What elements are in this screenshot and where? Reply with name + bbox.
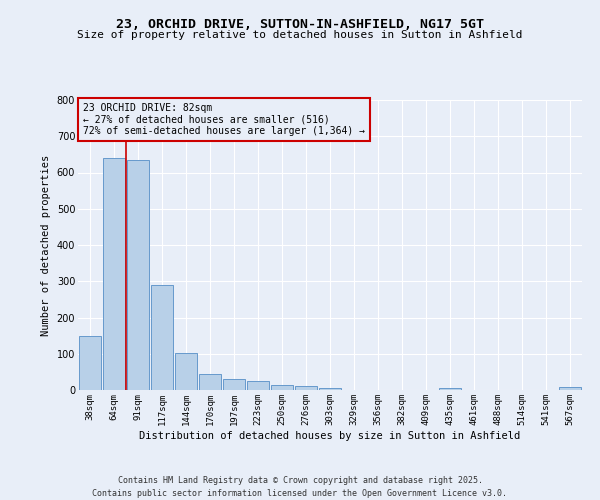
Bar [559,388,581,390]
Bar [247,381,269,390]
Bar [439,388,461,390]
X-axis label: Distribution of detached houses by size in Sutton in Ashfield: Distribution of detached houses by size … [139,430,521,440]
Text: 23, ORCHID DRIVE, SUTTON-IN-ASHFIELD, NG17 5GT: 23, ORCHID DRIVE, SUTTON-IN-ASHFIELD, NG… [116,18,484,30]
Text: 23 ORCHID DRIVE: 82sqm
← 27% of detached houses are smaller (516)
72% of semi-de: 23 ORCHID DRIVE: 82sqm ← 27% of detached… [83,103,365,136]
Bar [127,160,149,390]
Bar [175,352,197,390]
Bar [199,374,221,390]
Bar [79,336,101,390]
Text: Contains HM Land Registry data © Crown copyright and database right 2025.
Contai: Contains HM Land Registry data © Crown c… [92,476,508,498]
Bar [223,379,245,390]
Bar [319,388,341,390]
Bar [295,386,317,390]
Bar [103,158,125,390]
Bar [151,285,173,390]
Bar [271,386,293,390]
Y-axis label: Number of detached properties: Number of detached properties [41,154,51,336]
Text: Size of property relative to detached houses in Sutton in Ashfield: Size of property relative to detached ho… [77,30,523,40]
